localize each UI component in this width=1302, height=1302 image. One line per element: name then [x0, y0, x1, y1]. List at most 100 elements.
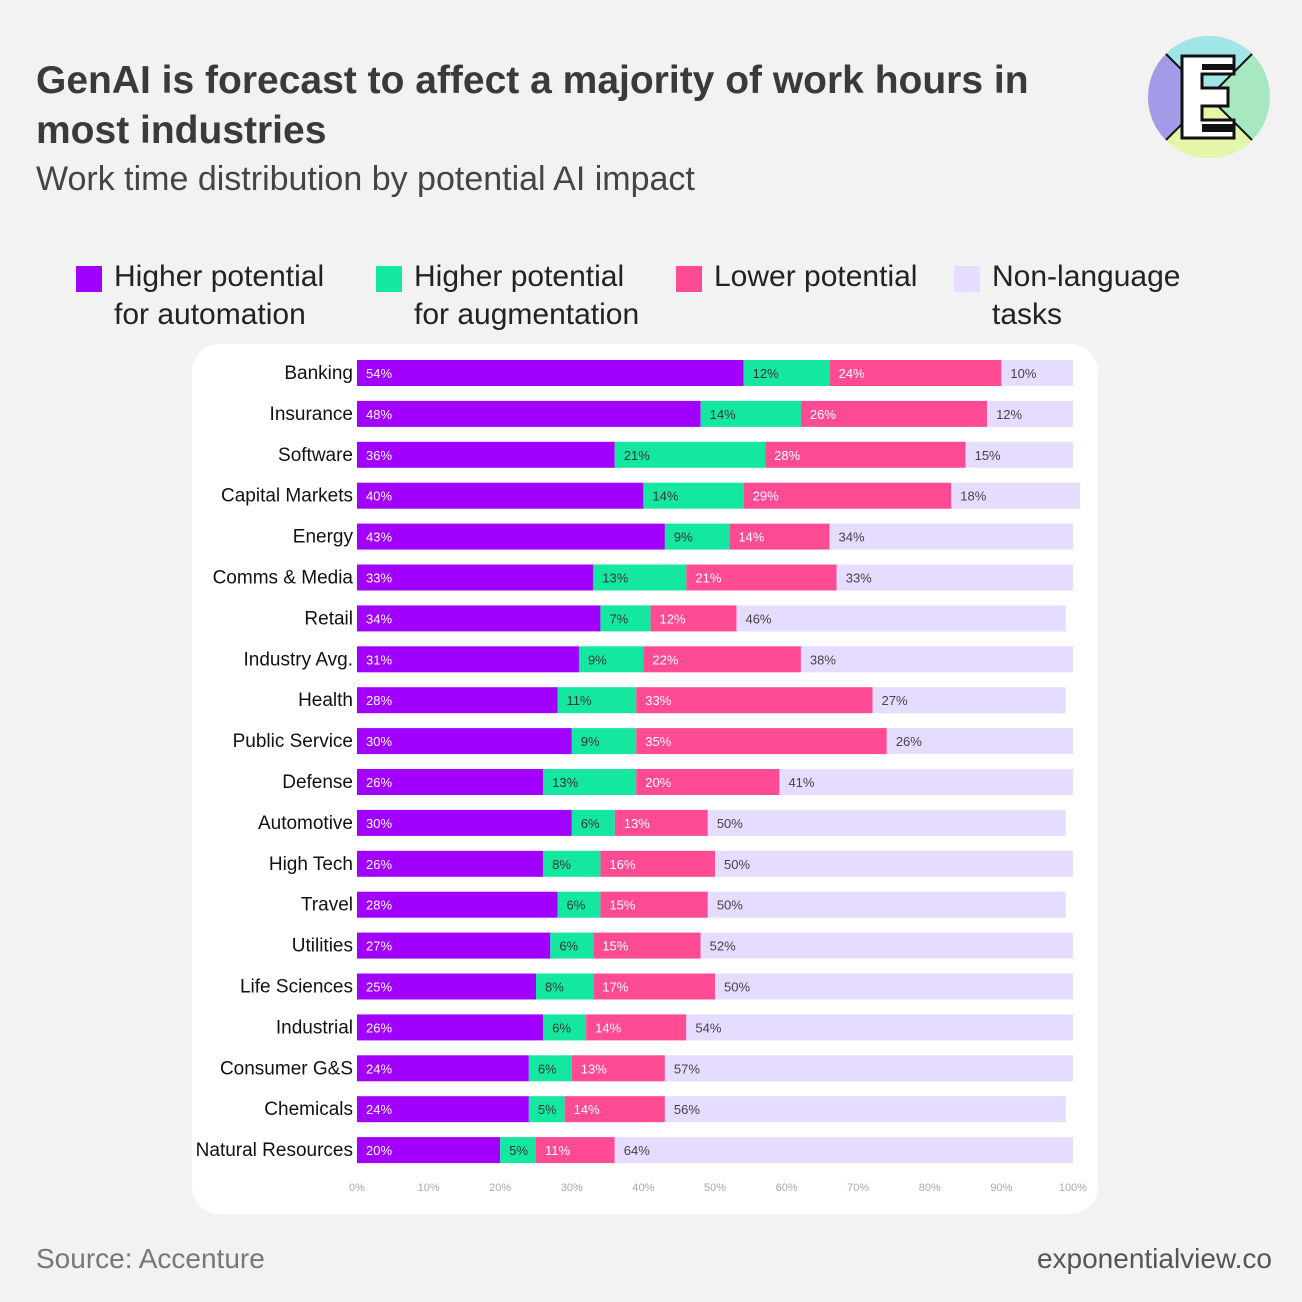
- data-label: 41%: [788, 775, 814, 790]
- bar-segment: [700, 400, 801, 427]
- data-label: 15%: [602, 939, 628, 954]
- data-label: 6%: [552, 1020, 571, 1035]
- bar-segment: [593, 973, 715, 1000]
- x-tick-label: 20%: [489, 1182, 511, 1194]
- data-label: 33%: [846, 571, 872, 586]
- bar-segment: [872, 687, 1066, 714]
- bar-segment: [643, 646, 801, 673]
- data-label: 50%: [724, 857, 750, 872]
- bar-segment: [886, 728, 1073, 755]
- bar-segment: [600, 850, 715, 877]
- data-label: 28%: [366, 693, 392, 708]
- bar-segment: [357, 1137, 501, 1164]
- legend-label: Lower potential: [714, 260, 918, 293]
- legend-label: Higher potential for augmentation: [414, 260, 640, 331]
- category-label: Industry Avg.: [244, 649, 354, 670]
- data-label: 16%: [609, 857, 635, 872]
- bar-segment: [578, 646, 644, 673]
- bar-segment: [736, 605, 1066, 632]
- bar-segment: [357, 891, 558, 918]
- data-label: 26%: [366, 857, 392, 872]
- category-label: Banking: [284, 363, 353, 384]
- category-label: Defense: [282, 772, 353, 793]
- bar-segment: [557, 687, 637, 714]
- data-label: 17%: [602, 980, 628, 995]
- data-label: 5%: [538, 1102, 557, 1117]
- data-label: 6%: [538, 1061, 557, 1076]
- data-label: 12%: [660, 611, 686, 626]
- data-label: 6%: [559, 939, 578, 954]
- bar-segment: [614, 441, 766, 468]
- data-label: 33%: [645, 693, 671, 708]
- data-label: 13%: [581, 1061, 607, 1076]
- category-label: Travel: [301, 895, 353, 916]
- bar-segment: [729, 523, 830, 550]
- bar-segment: [564, 1096, 665, 1123]
- chart-panel: Banking 54% 12% 24% 10% Insurance 48% 14% 26% 12%…: [192, 344, 1098, 1214]
- data-label: 31%: [366, 652, 392, 667]
- data-label: 50%: [724, 980, 750, 995]
- category-label: Automotive: [258, 813, 353, 834]
- data-label: 64%: [624, 1143, 650, 1158]
- data-label: 14%: [574, 1102, 600, 1117]
- data-label: 24%: [366, 1102, 392, 1117]
- bar-segment: [1001, 360, 1073, 386]
- bar-segment: [636, 769, 780, 795]
- data-label: 5%: [509, 1143, 528, 1158]
- legend-swatch: [954, 266, 980, 292]
- data-label: 54%: [366, 366, 392, 381]
- bar-segment: [536, 1137, 615, 1164]
- bar-segment: [571, 728, 637, 755]
- data-label: 11%: [545, 1143, 570, 1158]
- data-label: 46%: [745, 611, 771, 626]
- bar-segment: [557, 891, 601, 918]
- bar-segment: [586, 1014, 687, 1041]
- data-label: 9%: [674, 530, 693, 545]
- legend-label: Higher potential for automation: [114, 260, 325, 331]
- data-label: 34%: [839, 530, 865, 545]
- data-label: 15%: [609, 898, 635, 913]
- category-label: Public Service: [233, 731, 353, 752]
- x-tick-label: 50%: [704, 1182, 726, 1194]
- data-label: 18%: [960, 489, 986, 504]
- bar-segment: [357, 932, 551, 959]
- bar-segment: [357, 1055, 529, 1082]
- bar-segment: [357, 850, 544, 877]
- bar-segment: [357, 646, 579, 673]
- x-tick-label: 70%: [847, 1182, 869, 1194]
- data-label: 15%: [975, 448, 1001, 463]
- data-label: 24%: [839, 366, 865, 381]
- data-label: 35%: [645, 734, 671, 749]
- bar-segment: [528, 1055, 572, 1082]
- data-label: 6%: [581, 816, 600, 831]
- data-label: 7%: [609, 611, 628, 626]
- legend-item: Lower potential: [676, 258, 917, 296]
- data-label: 12%: [753, 366, 779, 381]
- legend-swatch: [76, 266, 102, 292]
- category-label: Industrial: [276, 1017, 353, 1038]
- bar-segment: [357, 973, 536, 1000]
- bar-segment: [800, 646, 1073, 673]
- bar-segment: [357, 564, 594, 591]
- bar-segment: [357, 769, 544, 795]
- x-tick-label: 60%: [776, 1182, 798, 1194]
- data-label: 50%: [717, 898, 743, 913]
- data-label: 26%: [810, 407, 836, 422]
- category-label: Health: [298, 690, 353, 711]
- bar-segment: [614, 1137, 1073, 1164]
- data-label: 56%: [674, 1102, 700, 1117]
- bar-segment: [357, 360, 744, 386]
- data-label: 28%: [366, 898, 392, 913]
- legend-swatch: [676, 266, 702, 292]
- data-label: 26%: [366, 775, 392, 790]
- data-label: 10%: [1010, 366, 1036, 381]
- data-label: 25%: [366, 980, 392, 995]
- bar-segment: [965, 441, 1073, 468]
- category-label: Insurance: [270, 404, 353, 425]
- data-label: 52%: [710, 939, 736, 954]
- x-tick-label: 0%: [349, 1182, 365, 1194]
- data-label: 26%: [896, 734, 922, 749]
- bar-segment: [664, 1096, 1066, 1123]
- data-label: 22%: [652, 652, 678, 667]
- bar-segment: [357, 1014, 544, 1041]
